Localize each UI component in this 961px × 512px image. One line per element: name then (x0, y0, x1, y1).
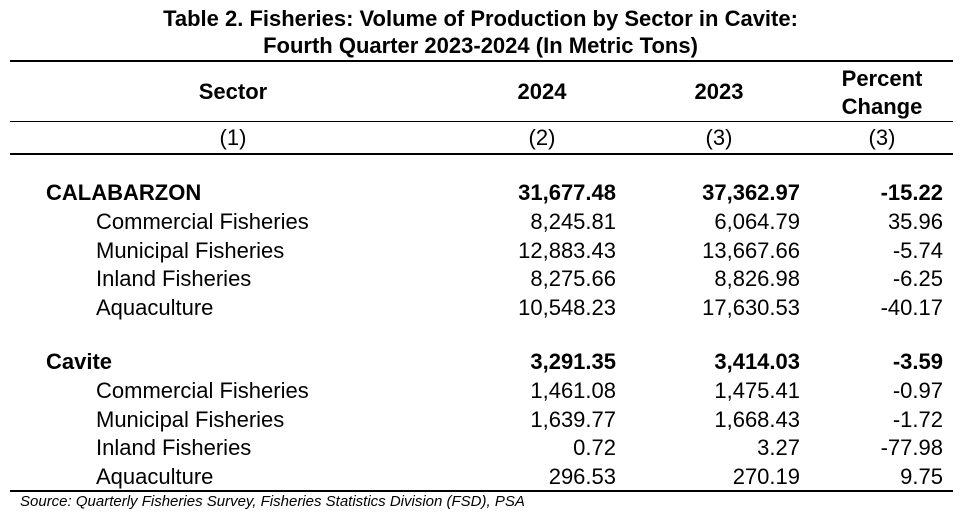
group-name: Cavite (46, 349, 113, 374)
row-percent-change: -77.98 (880, 435, 943, 460)
row-value-2024: 1,639.77 (530, 407, 616, 432)
row-sector: Aquaculture (96, 295, 214, 320)
row-value-2024: 12,883.43 (518, 238, 616, 263)
header-2023: 2023 (694, 79, 744, 104)
header-percent-change-line-1: Percent (841, 66, 923, 91)
row-percent-change: -40.17 (880, 295, 943, 320)
row-percent-change: -6.25 (892, 266, 943, 291)
row-percent-change: -1.72 (892, 407, 943, 432)
bottom-rule (10, 490, 953, 492)
column-number-2: (2) (528, 125, 556, 150)
row-value-2024: 296.53 (548, 464, 616, 489)
row-percent-change: -0.97 (892, 378, 943, 403)
group-value-2023: 3,414.03 (714, 349, 800, 374)
row-sector: Inland Fisheries (96, 435, 252, 460)
header-2024: 2024 (517, 79, 567, 104)
row-value-2023: 3.27 (757, 435, 800, 460)
group-name: CALABARZON (46, 180, 202, 205)
row-value-2023: 8,826.98 (714, 266, 800, 291)
group-value-2024: 31,677.48 (518, 180, 616, 205)
header-percent-change-line-2: Change (841, 94, 923, 119)
group-percent-change: -3.59 (892, 349, 943, 374)
column-number-3: (3) (705, 125, 733, 150)
row-value-2023: 6,064.79 (714, 209, 800, 234)
row-sector: Municipal Fisheries (96, 238, 285, 263)
source-note: Source: Quarterly Fisheries Survey, Fish… (20, 493, 525, 510)
top-rule (10, 60, 953, 62)
row-percent-change: 9.75 (900, 464, 943, 489)
row-percent-change: 35.96 (887, 209, 943, 234)
row-value-2023: 1,475.41 (714, 378, 800, 403)
column-number-rule (10, 153, 953, 155)
row-sector: Commercial Fisheries (96, 378, 309, 403)
row-sector: Commercial Fisheries (96, 209, 309, 234)
group-percent-change: -15.22 (880, 180, 943, 205)
row-sector: Aquaculture (96, 464, 214, 489)
row-value-2024: 10,548.23 (518, 295, 616, 320)
row-sector: Municipal Fisheries (96, 407, 285, 432)
row-value-2024: 8,275.66 (530, 266, 616, 291)
table-title-line-2: Fourth Quarter 2023-2024 (In Metric Tons… (263, 33, 698, 58)
row-sector: Inland Fisheries (96, 266, 252, 291)
group-value-2024: 3,291.35 (530, 349, 616, 374)
row-value-2023: 270.19 (732, 464, 800, 489)
row-value-2024: 1,461.08 (530, 378, 616, 403)
row-value-2023: 1,668.43 (714, 407, 800, 432)
row-value-2023: 13,667.66 (702, 238, 800, 263)
row-value-2024: 0.72 (573, 435, 616, 460)
column-number-1: (1) (219, 125, 247, 150)
row-value-2023: 17,630.53 (702, 295, 800, 320)
group-value-2023: 37,362.97 (702, 180, 800, 205)
header-rule (10, 121, 953, 122)
column-number-4: (3) (868, 125, 896, 150)
header-sector: Sector (198, 79, 268, 104)
row-value-2024: 8,245.81 (530, 209, 616, 234)
table-title-line-1: Table 2. Fisheries: Volume of Production… (163, 6, 798, 31)
row-percent-change: -5.74 (892, 238, 943, 263)
